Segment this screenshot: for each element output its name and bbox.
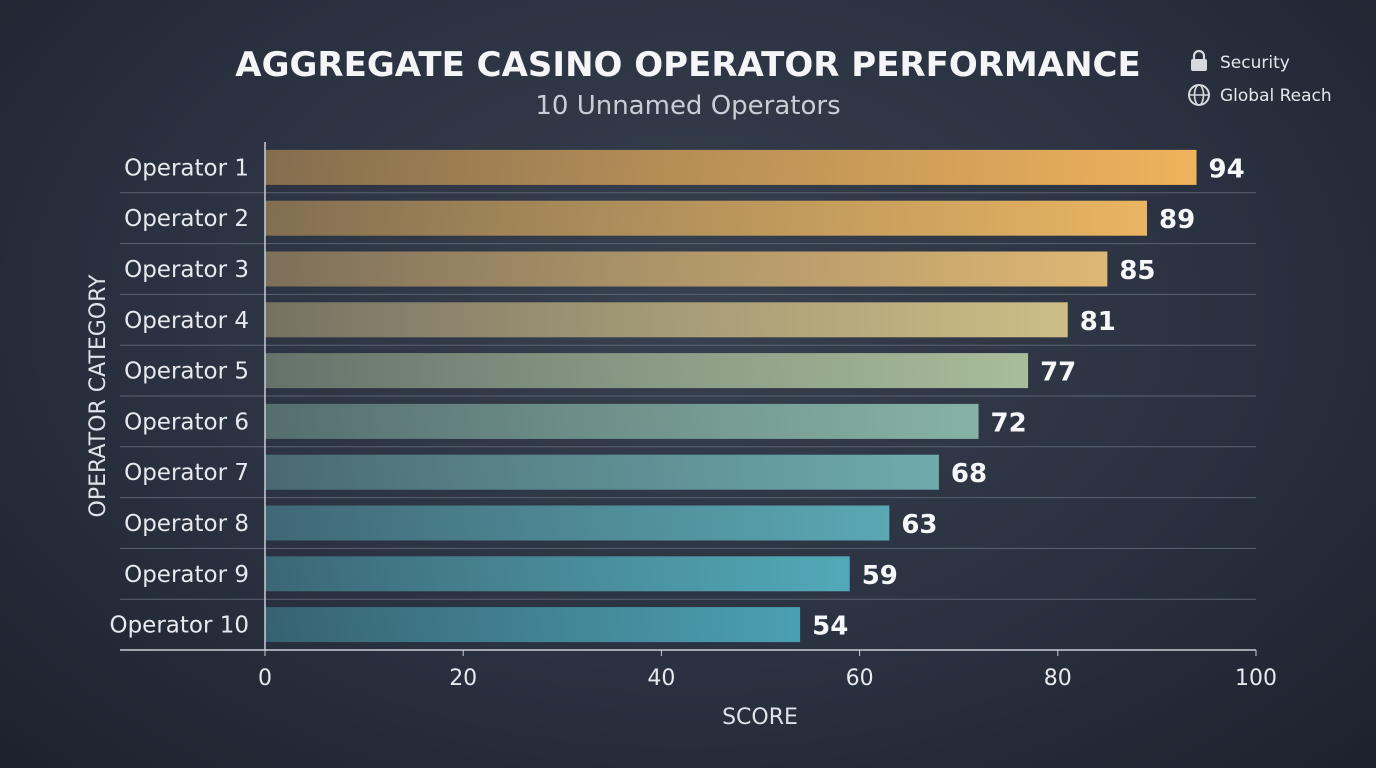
value-label: 89 <box>1159 205 1195 235</box>
category-label: Operator 9 <box>124 562 249 588</box>
category-label: Operator 2 <box>124 206 249 232</box>
bars <box>265 149 1197 643</box>
category-label: Operator 5 <box>124 359 249 385</box>
bar <box>265 149 1197 185</box>
value-label: 81 <box>1080 307 1116 337</box>
axes: 0 20 40 60 80 100 <box>120 142 1277 691</box>
legend-item-global-reach: Global Reach <box>1220 86 1332 106</box>
x-tick-label: 60 <box>846 666 874 691</box>
value-label: 63 <box>901 510 937 540</box>
x-tick-label: 100 <box>1235 666 1277 691</box>
category-label: Operator 4 <box>124 308 249 334</box>
category-label: Operator 8 <box>124 511 249 537</box>
value-label: 54 <box>812 612 848 642</box>
category-label: Operator 10 <box>109 613 249 639</box>
chart-title: AGGREGATE CASINO OPERATOR PERFORMANCE <box>235 45 1140 85</box>
legend: Security Global Reach <box>1188 49 1332 106</box>
labels: Operator 1 94 Operator 2 89 Operator 3 85 Oper… <box>109 154 1244 641</box>
value-label: 68 <box>951 459 987 489</box>
x-axis-title: SCORE <box>722 705 798 730</box>
bar <box>265 403 979 439</box>
bar <box>265 200 1147 236</box>
bar <box>265 505 890 541</box>
value-label: 59 <box>862 561 898 591</box>
category-label: Operator 3 <box>124 257 249 283</box>
x-tick-label: 0 <box>258 666 272 691</box>
chart-subtitle: 10 Unnamed Operators <box>535 91 840 121</box>
legend-item-security: Security <box>1220 53 1290 73</box>
bar <box>265 302 1068 338</box>
lock-icon <box>1191 49 1207 71</box>
x-tick-label: 80 <box>1044 666 1072 691</box>
bar <box>265 556 850 592</box>
category-label: Operator 7 <box>124 460 249 486</box>
bar <box>265 251 1108 287</box>
x-tick-label: 40 <box>647 666 675 691</box>
value-label: 77 <box>1040 358 1076 388</box>
bar <box>265 353 1029 389</box>
x-tick-label: 20 <box>449 666 477 691</box>
y-axis-title: OPERATOR CATEGORY <box>86 274 111 518</box>
grid-lines <box>120 192 1256 600</box>
category-label: Operator 1 <box>124 155 249 181</box>
globe-icon <box>1188 84 1210 106</box>
bar <box>265 454 939 490</box>
bar <box>265 607 801 643</box>
category-label: Operator 6 <box>124 409 249 435</box>
value-label: 85 <box>1119 256 1155 286</box>
value-label: 72 <box>991 408 1027 438</box>
value-label: 94 <box>1209 154 1245 184</box>
